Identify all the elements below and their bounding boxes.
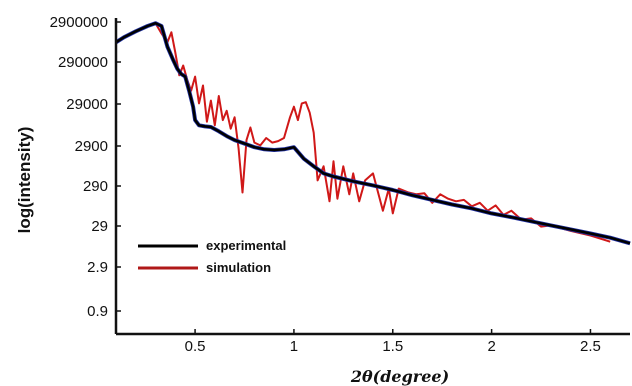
y-tick-label: 290000 [58, 54, 108, 71]
series-line-experimental [115, 21, 631, 245]
x-tick-label: 1.5 [382, 338, 403, 355]
x-tick-label: 2.5 [580, 338, 601, 355]
y-tick-label: 29 [91, 218, 108, 235]
y-tick-label: 2900000 [50, 14, 108, 31]
series-line-simulation [147, 22, 611, 243]
x-tick-label: 1 [290, 338, 298, 355]
plot-area [114, 21, 631, 246]
y-axis-ticks: 2900000 290000 29000 2900 290 29 2.9 0.9 [50, 14, 121, 320]
legend-label-experimental: experimental [206, 238, 286, 253]
y-tick-label: 0.9 [87, 303, 108, 320]
y-tick-label: 290 [83, 178, 108, 195]
x-tick-label: 2 [487, 338, 495, 355]
legend-label-simulation: simulation [206, 260, 271, 275]
legend: experimental simulation [138, 238, 286, 275]
x-axis-label: 2θ(degree) [350, 367, 449, 386]
y-axis-label: log(intensity) [15, 127, 34, 234]
series-line-experimental-accent [114, 21, 631, 246]
y-tick-label: 2900 [75, 138, 108, 155]
x-tick-label: 0.5 [185, 338, 206, 355]
y-tick-label: 29000 [66, 96, 108, 113]
y-tick-label: 2.9 [87, 259, 108, 276]
x-axis-ticks: 0.5 1 1.5 2 2.5 [185, 329, 601, 355]
